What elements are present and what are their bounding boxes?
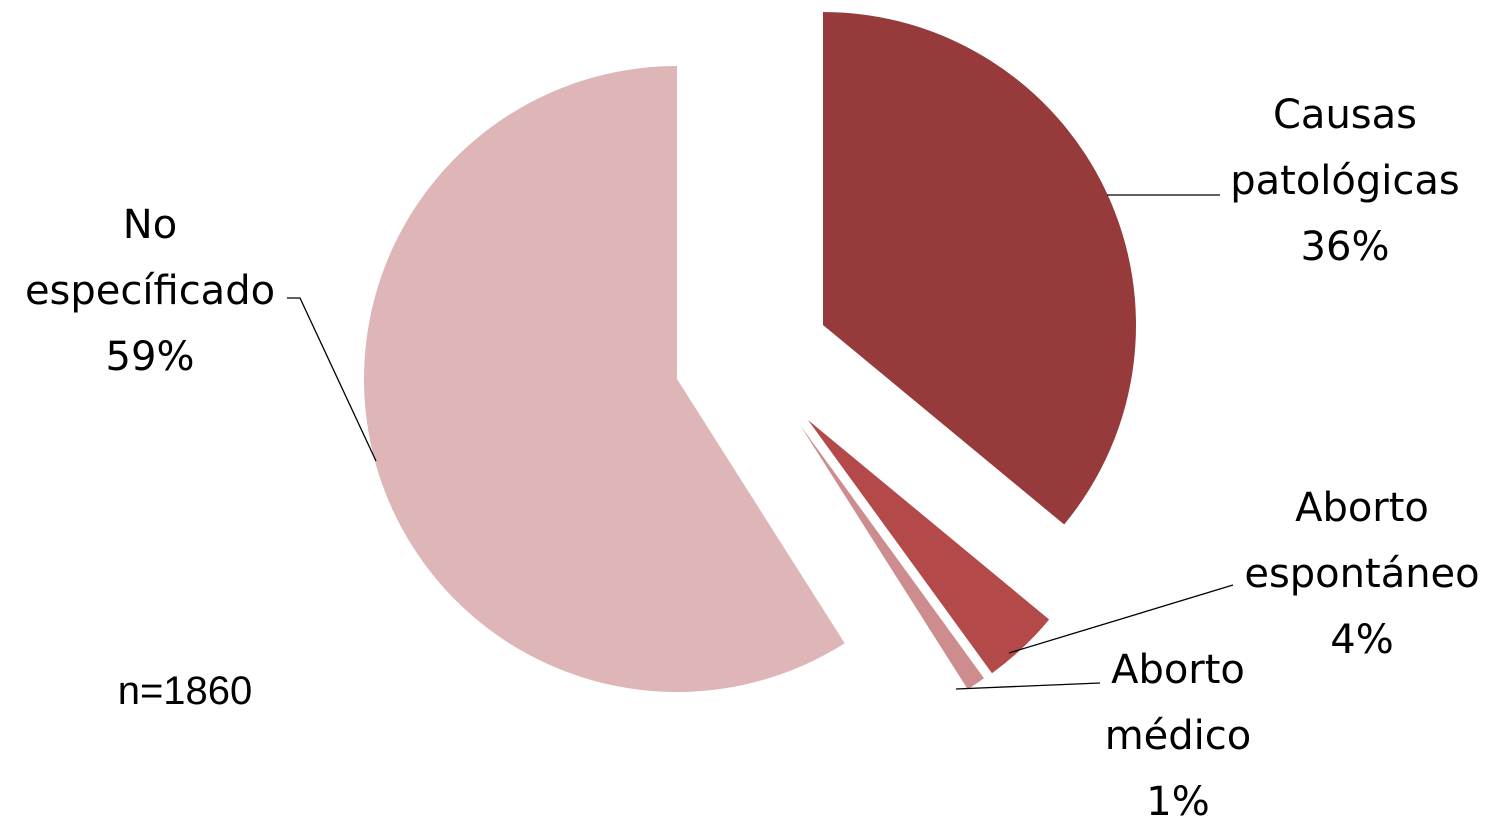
pie-slice xyxy=(363,66,845,692)
pie-slice xyxy=(823,12,1136,525)
slice-percent-label: 36% xyxy=(1301,224,1390,270)
pie-slice xyxy=(800,425,984,690)
slice-label-line: patológicas xyxy=(1230,158,1460,204)
slice-label-line: espontáneo xyxy=(1244,551,1479,597)
slice-label-line: Aborto xyxy=(1295,485,1429,531)
slice-label-line: No xyxy=(123,202,177,248)
slice-label-line: Causas xyxy=(1273,92,1417,138)
slice-percent-label: 59% xyxy=(106,334,195,380)
slice-label: No específicado 59% xyxy=(25,202,275,380)
slice-label-line: específicado xyxy=(25,268,275,314)
pie-slice xyxy=(808,420,1050,674)
slice-label: Aborto médico 1% xyxy=(1105,647,1252,817)
leader-line xyxy=(1008,584,1234,654)
slice-label-line: Aborto xyxy=(1111,647,1245,693)
slice-label: Causas patológicas 36% xyxy=(1230,92,1460,270)
pie-slices xyxy=(363,12,1136,692)
leader-lines xyxy=(287,194,1234,690)
sample-size-note: n=1860 xyxy=(118,669,253,713)
leader-line xyxy=(287,297,377,462)
slice-label-line: médico xyxy=(1105,713,1252,759)
leader-line xyxy=(955,682,1101,690)
slice-labels: Causas patológicas 36%Aborto espontáneo 4%Ab… xyxy=(25,92,1480,817)
slice-percent-label: 1% xyxy=(1146,779,1209,817)
slice-label: Aborto espontáneo 4% xyxy=(1244,485,1479,663)
slice-percent-label: 4% xyxy=(1330,617,1393,663)
